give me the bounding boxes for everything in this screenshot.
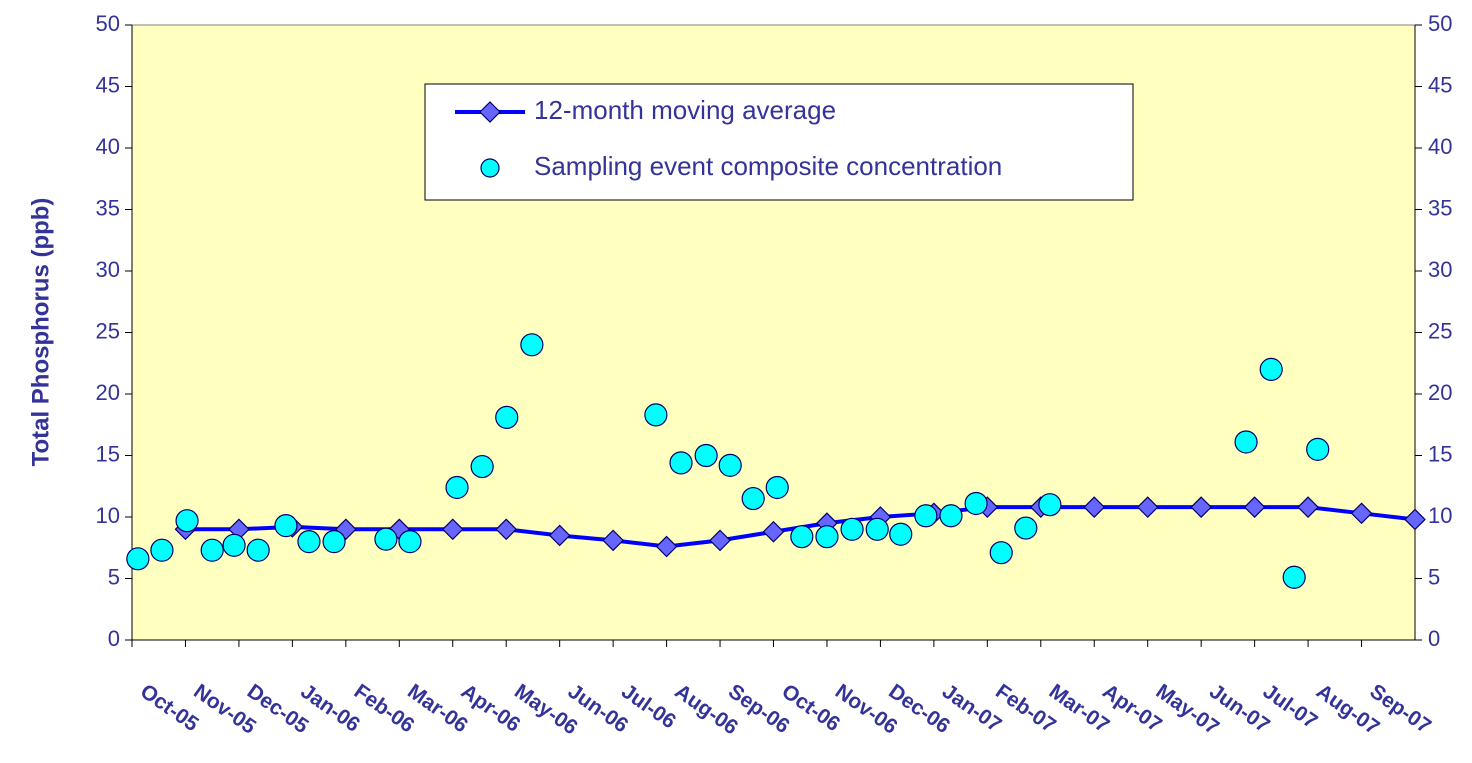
- legend-label: 12-month moving average: [534, 95, 836, 125]
- legend-box: [424, 83, 1134, 201]
- scatter-point: [889, 522, 913, 546]
- scatter-point: [445, 475, 469, 500]
- legend-label: Sampling event composite concentration: [534, 151, 1002, 181]
- y2-tick-label: 15: [1428, 441, 1452, 466]
- line-marker: [1350, 502, 1373, 525]
- y-tick-label: 25: [96, 318, 120, 343]
- line-marker: [709, 529, 731, 552]
- line-marker: [441, 518, 464, 541]
- y2-tick-label: 30: [1428, 257, 1452, 282]
- scatter-point: [790, 525, 814, 549]
- scatter-point: [1234, 430, 1258, 454]
- scatter-point: [815, 525, 839, 549]
- scatter-point: [374, 527, 398, 551]
- scatter-point: [644, 403, 668, 427]
- y-tick-label: 15: [96, 441, 120, 466]
- scatter-point: [322, 529, 346, 554]
- line-marker: [1136, 496, 1159, 519]
- line-marker: [495, 518, 518, 541]
- scatter-point: [1014, 516, 1038, 540]
- scatter-point: [741, 486, 765, 511]
- scatter-point: [765, 475, 789, 500]
- scatter-point: [470, 454, 494, 479]
- scatter-point: [914, 504, 938, 528]
- scatter-point: [669, 451, 693, 475]
- x-tick-label: Jan-07: [938, 680, 1006, 737]
- scatter-point: [495, 405, 519, 429]
- y-tick-label: 10: [96, 503, 120, 528]
- line-marker: [1243, 496, 1266, 519]
- y2-tick-label: 35: [1428, 195, 1452, 220]
- scatter-point: [989, 541, 1013, 565]
- x-tick-label: Feb-06: [350, 680, 419, 738]
- x-tick-label: Oct-05: [136, 680, 203, 737]
- line-marker: [655, 535, 678, 558]
- line-marker: [548, 524, 571, 547]
- scatter-point: [1038, 493, 1062, 517]
- scatter-point: [126, 547, 150, 571]
- line-marker: [1297, 496, 1319, 519]
- y2-tick-label: 10: [1428, 503, 1452, 528]
- x-tick-label: Mar-07: [1045, 680, 1114, 738]
- scatter-point: [694, 443, 718, 468]
- line-marker: [1404, 508, 1426, 531]
- scatter-point: [718, 453, 742, 477]
- scatter-point: [939, 504, 963, 528]
- line-marker: [334, 518, 357, 541]
- line-marker: [1190, 496, 1213, 519]
- y2-tick-label: 50: [1428, 11, 1452, 36]
- y2-tick-label: 45: [1428, 72, 1452, 97]
- y2-tick-label: 20: [1428, 380, 1452, 405]
- x-tick-label: Apr-07: [1098, 680, 1166, 737]
- scatter-point: [1259, 357, 1283, 381]
- y2-tick-label: 25: [1428, 318, 1452, 343]
- scatter-point: [274, 514, 298, 538]
- scatter-point: [297, 529, 321, 554]
- scatter-point: [520, 333, 544, 357]
- scatter-point: [1306, 437, 1330, 461]
- y-tick-label: 35: [96, 195, 120, 220]
- scatter-point: [200, 538, 224, 562]
- scatter-point: [222, 533, 246, 557]
- scatter-point: [150, 538, 174, 562]
- y-axis-label: Total Phosphorus (ppb): [27, 198, 54, 467]
- line-marker: [602, 529, 624, 552]
- legend-marker: [479, 101, 501, 123]
- x-tick-label: Mar-06: [403, 680, 472, 738]
- line-marker: [762, 520, 785, 543]
- scatter-point: [865, 517, 889, 541]
- scatter-point: [246, 538, 270, 562]
- y-tick-label: 5: [108, 564, 120, 589]
- y-tick-label: 45: [96, 72, 120, 97]
- y2-tick-label: 40: [1428, 134, 1452, 159]
- scatter-point: [964, 491, 988, 516]
- y2-tick-label: 0: [1428, 626, 1440, 651]
- scatter-point: [840, 517, 864, 541]
- x-tick-label: Feb-07: [991, 680, 1060, 738]
- y-tick-label: 50: [96, 11, 120, 36]
- y-tick-label: 20: [96, 380, 120, 405]
- y-tick-label: 30: [96, 257, 120, 282]
- scatter-point: [1282, 565, 1306, 589]
- x-tick-label: Jan-06: [296, 680, 364, 737]
- legend-marker: [480, 158, 500, 178]
- scatter-point: [398, 529, 422, 554]
- y2-tick-label: 5: [1428, 564, 1440, 589]
- x-tick-label: Apr-06: [457, 680, 525, 737]
- y-tick-label: 0: [108, 626, 120, 651]
- line-marker: [1083, 496, 1106, 519]
- y-tick-label: 40: [96, 134, 120, 159]
- scatter-point: [175, 509, 199, 533]
